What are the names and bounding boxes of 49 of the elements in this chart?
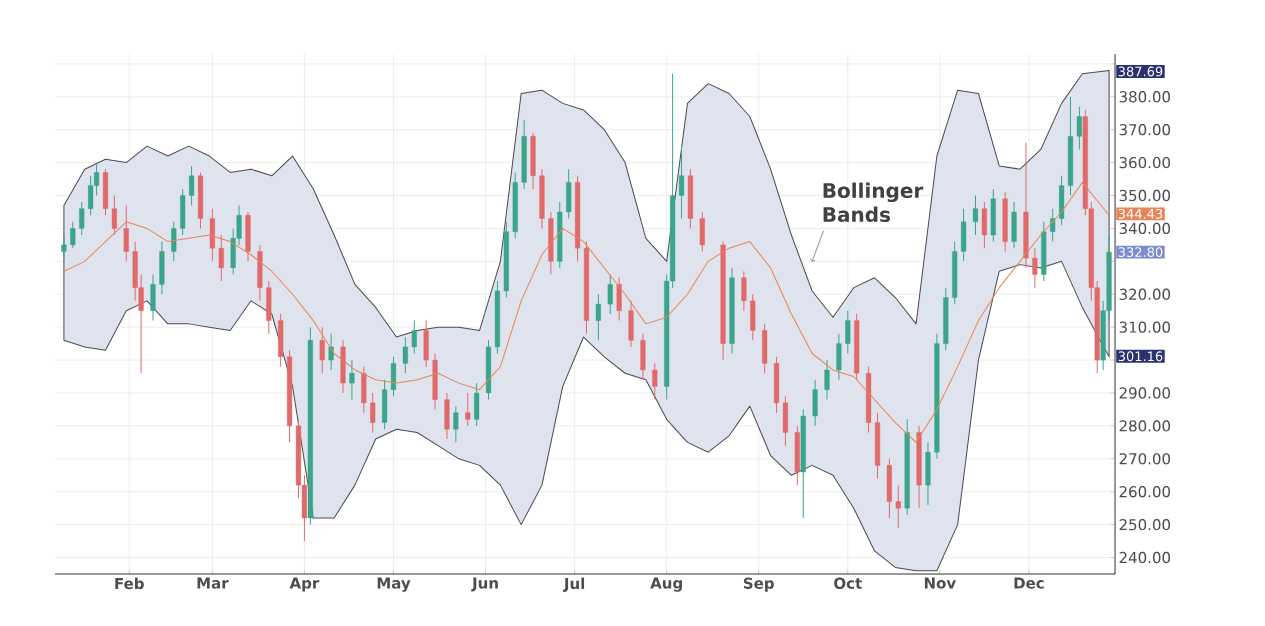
x-tick-label: Jun: [471, 577, 498, 592]
candlestick: [1076, 106, 1082, 150]
y-tick-label: 270.00: [1119, 453, 1171, 465]
candlestick: [845, 310, 851, 354]
x-tick-label: Sep: [743, 577, 774, 592]
candlestick: [218, 234, 224, 282]
y-tick-label: 360.00: [1119, 156, 1171, 169]
candlestick: [319, 326, 325, 374]
y-tick-label: 260.00: [1119, 486, 1171, 498]
annotation: 344.43: [1118, 208, 1163, 219]
y-tick-label: 240.00: [1119, 551, 1171, 564]
annotation: 387.69: [1118, 66, 1163, 77]
y-tick-label: 290.00: [1119, 387, 1171, 399]
candlestick: [411, 320, 417, 354]
y-tick-label: 250.00: [1119, 518, 1171, 531]
candlestick: [1032, 247, 1038, 289]
y-tick-label: 350.00: [1119, 189, 1171, 202]
candlestick: [678, 145, 685, 220]
x-tick-label: Aug: [650, 577, 682, 592]
candlestick: [349, 359, 355, 401]
annotation: Bollinger Bands: [823, 182, 924, 223]
candlestick: [465, 392, 471, 427]
x-tick-label: Oct: [834, 577, 862, 589]
y-tick-label: 370.00: [1119, 124, 1171, 136]
x-tick-label: Feb: [115, 577, 144, 590]
candlestick: [402, 336, 408, 374]
x-tick-label: Nov: [924, 577, 956, 589]
annotation: 332.80: [1118, 247, 1163, 258]
candlestick: [895, 484, 901, 529]
y-tick-label: 380.00: [1119, 91, 1171, 103]
candlestick: [328, 333, 334, 371]
x-tick-label: Mar: [197, 577, 229, 589]
candlestick: [453, 405, 459, 443]
y-tick-label: 310.00: [1119, 321, 1171, 333]
candlestick: [972, 195, 979, 236]
x-tick-label: Dec: [1014, 577, 1044, 589]
candlestick: [824, 359, 830, 401]
candlestick: [595, 293, 601, 341]
candlestick: [370, 392, 376, 433]
x-tick-label: May: [377, 577, 411, 592]
x-tick-label: Jul: [563, 577, 585, 592]
y-tick-label: 340.00: [1119, 222, 1171, 235]
annotation: 301.16: [1118, 351, 1163, 362]
candlestick: [607, 274, 613, 315]
candlestick: [741, 270, 747, 312]
x-tick-label: Apr: [289, 577, 320, 592]
y-tick-label: 280.00: [1119, 420, 1171, 432]
candlestick: [652, 362, 658, 401]
y-tick-label: 320.00: [1119, 288, 1171, 300]
